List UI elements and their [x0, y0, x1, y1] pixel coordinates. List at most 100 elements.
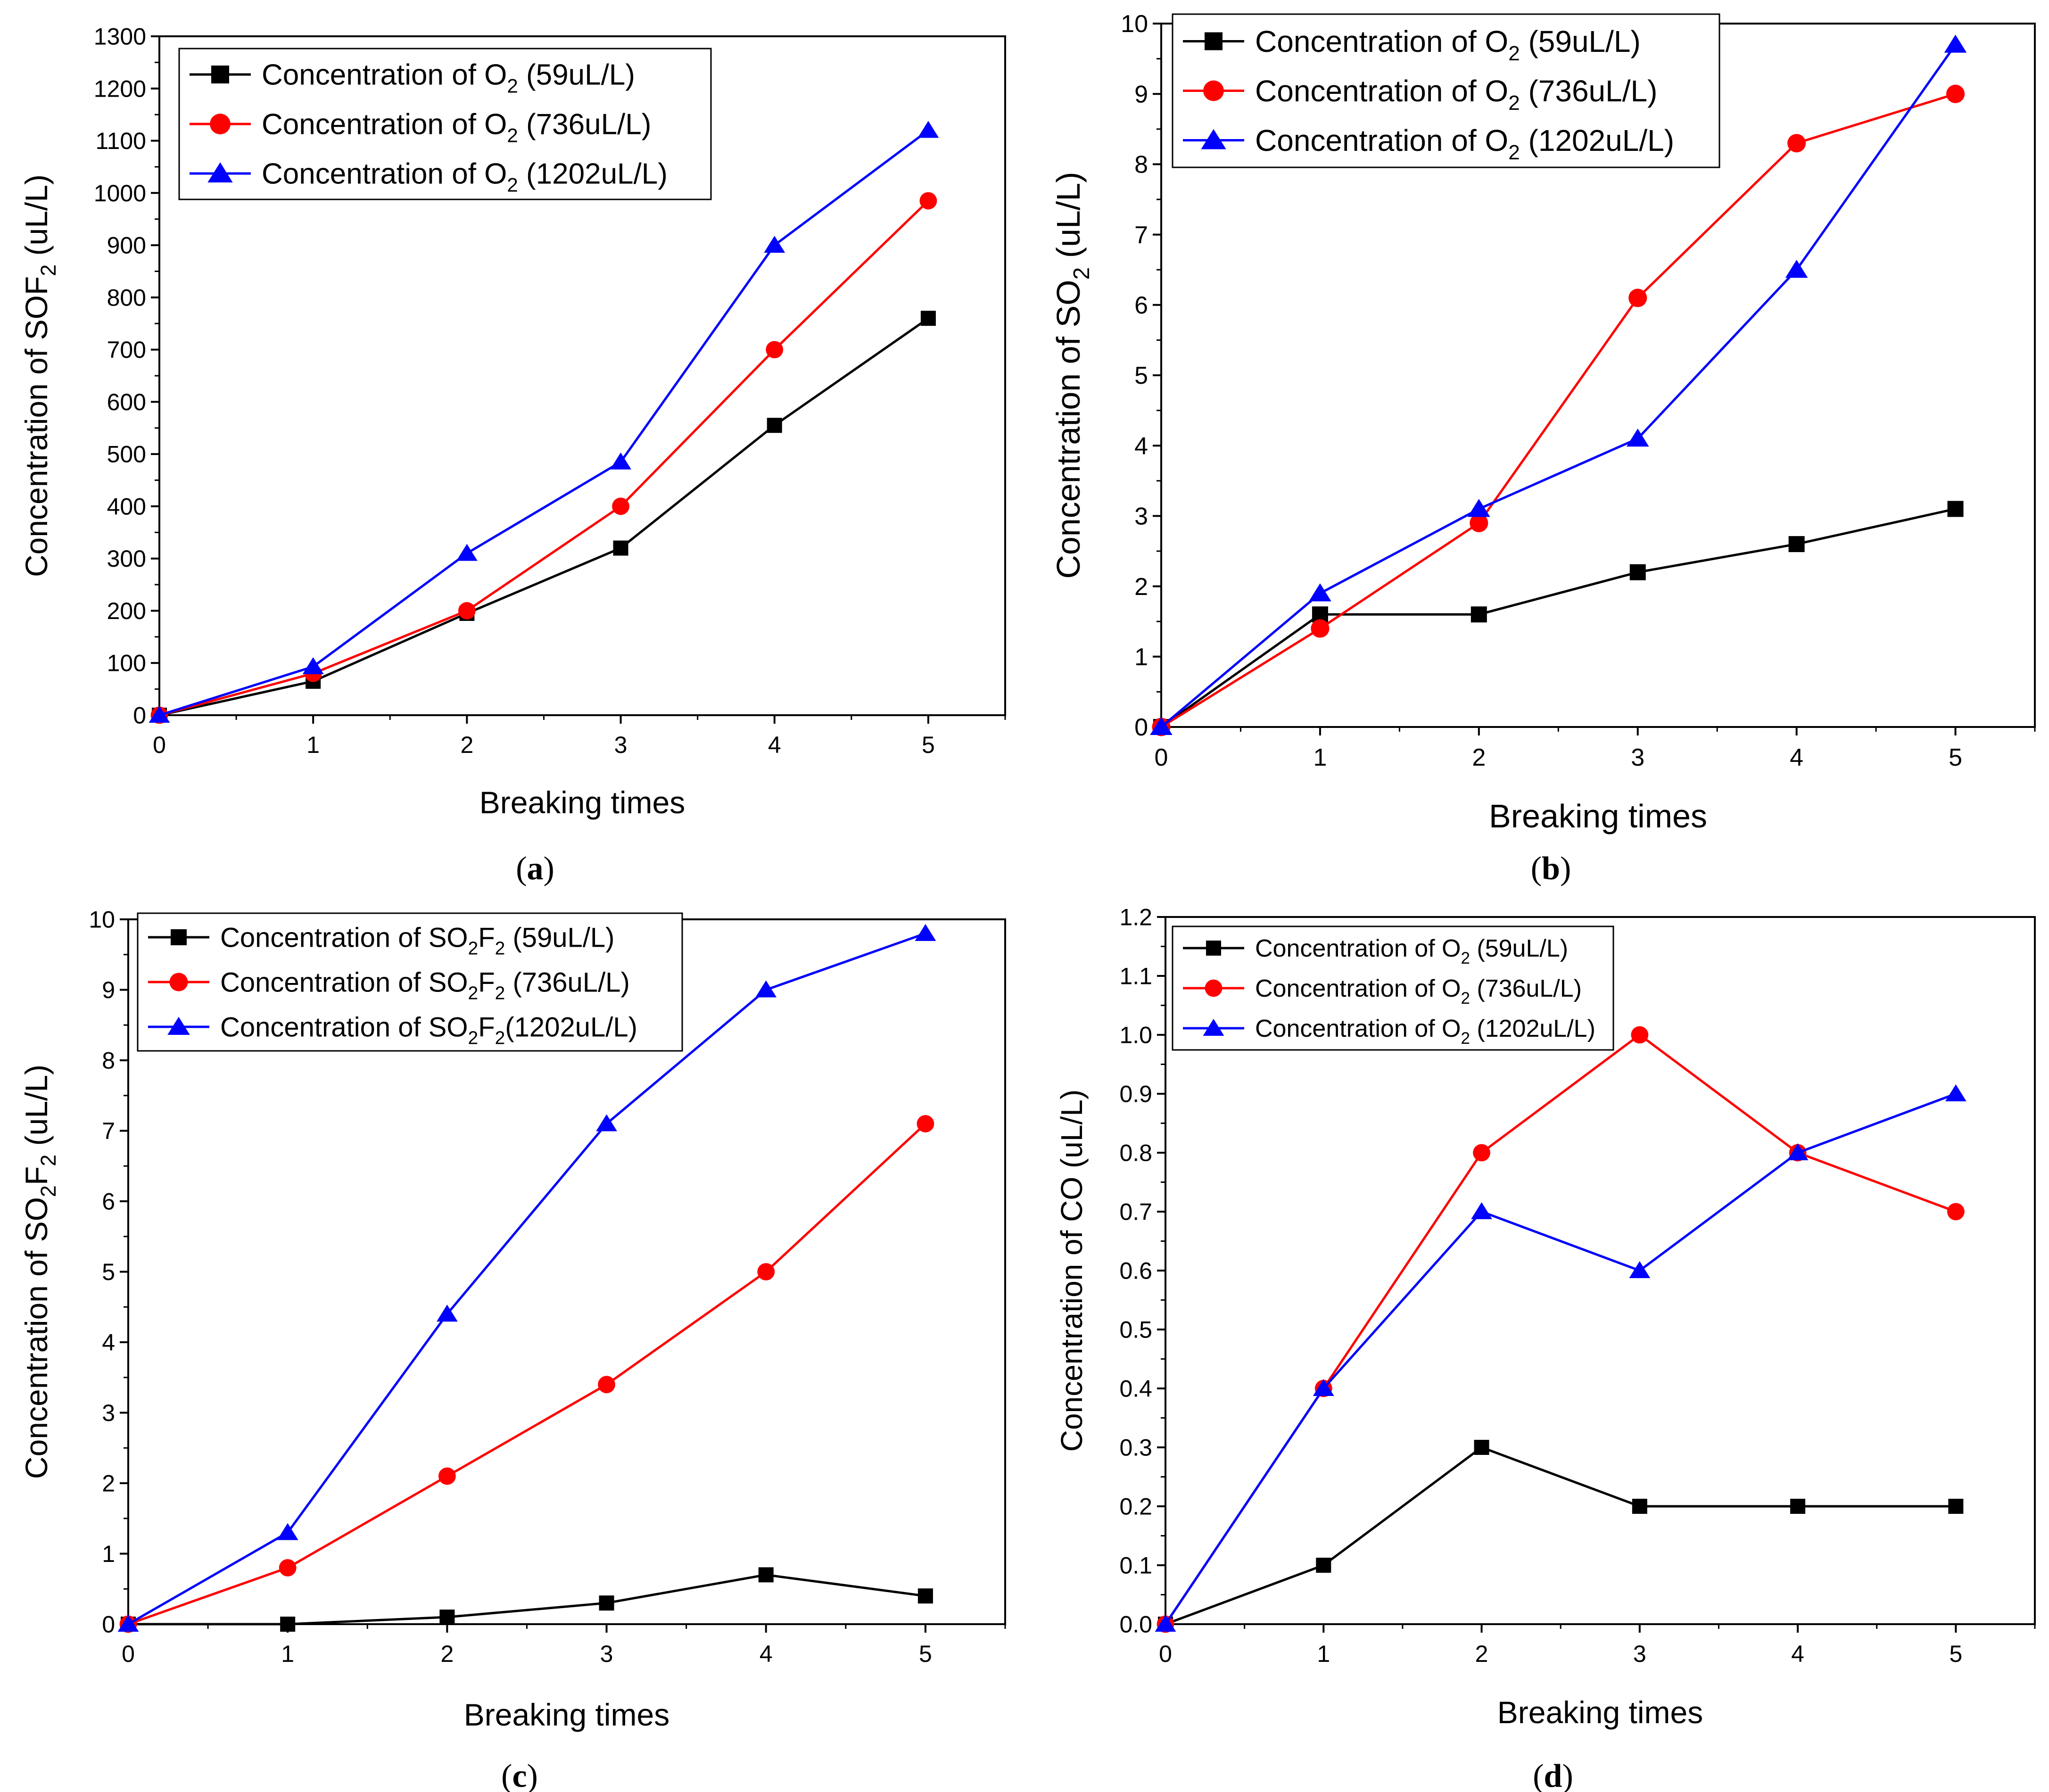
- series-line: [127, 932, 926, 1626]
- data-point: [764, 236, 785, 253]
- x-tick-label: 2: [460, 732, 473, 758]
- y-tick-label: 1: [102, 1541, 115, 1567]
- x-tick-label: 2: [440, 1641, 454, 1667]
- chart-panel-d: 0.0 0.1 0.2 0.3 0.4 0.5 0.6 0.7 0.8 0.9 1.0 1.1 1.2 0…: [1055, 904, 2036, 1792]
- panel-caption: (c): [501, 1758, 538, 1792]
- data-point: [598, 1376, 615, 1394]
- data-point: [1946, 84, 1965, 103]
- y-tick-label: 1200: [94, 75, 146, 102]
- series-line: [1160, 508, 1956, 728]
- y-tick-label: 5: [1134, 362, 1148, 389]
- caption-paren: ): [1560, 851, 1571, 887]
- label-text: Concentration of SO: [220, 1012, 468, 1042]
- y-tick-label: 1.1: [1119, 963, 1152, 990]
- y-tick-label: 9: [102, 977, 115, 1003]
- data-point: [1945, 1084, 1966, 1101]
- y-tick-label: 300: [107, 545, 146, 572]
- subscript-text: 2: [468, 983, 479, 1003]
- y-tick-label: 700: [107, 337, 146, 363]
- label-text: (1202uL/L): [518, 158, 668, 190]
- series-triangle: [117, 924, 936, 1632]
- subscript-text: 2: [1508, 42, 1520, 65]
- y-tick-label: 500: [107, 441, 146, 468]
- legend-marker: [171, 929, 187, 945]
- data-point: [917, 121, 939, 138]
- label-text: Concentration of SO: [220, 922, 468, 953]
- y-tick-label: 8: [102, 1048, 115, 1074]
- y-tick-label: 10: [89, 907, 115, 933]
- legend-marker: [210, 114, 231, 134]
- data-point: [1313, 1379, 1334, 1396]
- y-tick-label: 0.4: [1119, 1376, 1152, 1402]
- data-point: [757, 1263, 775, 1280]
- y-tick-label: 0.5: [1119, 1317, 1152, 1343]
- label-text: (736uL/L): [1520, 74, 1658, 108]
- panel-caption: (a): [516, 851, 554, 887]
- y-tick-label: 0.7: [1119, 1199, 1152, 1225]
- x-tick-label: 4: [768, 732, 781, 758]
- label-text: Concentration of O: [1255, 935, 1461, 962]
- legend-box: [137, 912, 683, 1052]
- label-text: Concentration of SO: [220, 967, 468, 998]
- y-axis-label: Concentration of SO2F2 (uL/L): [19, 1065, 60, 1479]
- subscript-text: 2: [468, 938, 479, 958]
- label-text: Concentration of O: [1255, 1015, 1461, 1042]
- data-point: [613, 540, 628, 556]
- panel-caption: (d): [1533, 1758, 1573, 1792]
- legend-marker: [207, 162, 233, 182]
- data-point: [1155, 1615, 1176, 1632]
- series-line: [128, 1123, 926, 1626]
- caption-paren: ): [527, 1758, 538, 1792]
- label-text: F: [478, 1012, 495, 1042]
- x-axis-label: Breaking times: [464, 1697, 670, 1732]
- data-point: [279, 1559, 297, 1577]
- x-axis-label: Breaking times: [479, 785, 686, 820]
- data-point: [277, 1523, 298, 1540]
- y-tick-label: 0.0: [1119, 1611, 1152, 1638]
- data-point: [1948, 1499, 1964, 1514]
- series-square: [1153, 501, 1964, 735]
- legend-box: [178, 48, 712, 200]
- y-tick-label: 3: [102, 1400, 115, 1426]
- caption-letter: b: [1542, 851, 1560, 887]
- data-point: [117, 1615, 139, 1632]
- y-tick-label: 6: [1134, 292, 1148, 319]
- legend-entry: Concentration of SO2F2 (59uL/L): [220, 922, 615, 958]
- label-text: (59uL/L): [505, 922, 614, 953]
- data-point: [599, 1595, 614, 1611]
- x-tick-label: 3: [1631, 744, 1644, 771]
- data-point: [920, 311, 936, 326]
- y-tick-label: 0: [102, 1611, 115, 1638]
- x-tick-label: 5: [1949, 744, 1962, 771]
- subscript-text: 2: [495, 983, 505, 1003]
- legend-entry: Concentration of O2 (736uL/L): [262, 108, 651, 147]
- y-tick-label: 1.0: [1119, 1022, 1152, 1049]
- label-text: (uL/L): [19, 1065, 54, 1155]
- series-line: [159, 129, 929, 717]
- label-text: (736uL/L): [518, 108, 652, 141]
- label-text: Concentration of O: [1255, 74, 1508, 108]
- subscript-text: 2: [1461, 949, 1470, 967]
- data-point: [1632, 1499, 1647, 1514]
- x-tick-label: 5: [1949, 1641, 1962, 1667]
- y-tick-label: 0.6: [1119, 1258, 1152, 1284]
- subscript-text: 2: [1508, 141, 1520, 164]
- data-point: [149, 706, 170, 723]
- caption-paren: (: [1531, 851, 1542, 887]
- y-tick-label: 1000: [94, 180, 146, 206]
- data-point: [439, 1610, 455, 1625]
- data-point: [1150, 717, 1173, 735]
- series-line: [159, 200, 929, 717]
- y-tick-label: 6: [102, 1189, 115, 1215]
- y-tick-label: 5: [102, 1259, 115, 1285]
- data-point: [1309, 583, 1331, 602]
- chart-panel-a: 0 100 200 300 400 500 600 700 800 900 1000 1100 1200…: [19, 24, 1006, 887]
- data-point: [919, 192, 937, 210]
- subscript-text: 2: [36, 1155, 60, 1166]
- data-point: [1471, 606, 1487, 623]
- data-point: [767, 418, 782, 433]
- data-point: [1311, 619, 1330, 638]
- y-tick-label: 1.2: [1119, 904, 1152, 931]
- data-point: [1788, 536, 1805, 553]
- legend: Concentration of O2 (59uL/L)Concentratio…: [1172, 925, 1614, 1051]
